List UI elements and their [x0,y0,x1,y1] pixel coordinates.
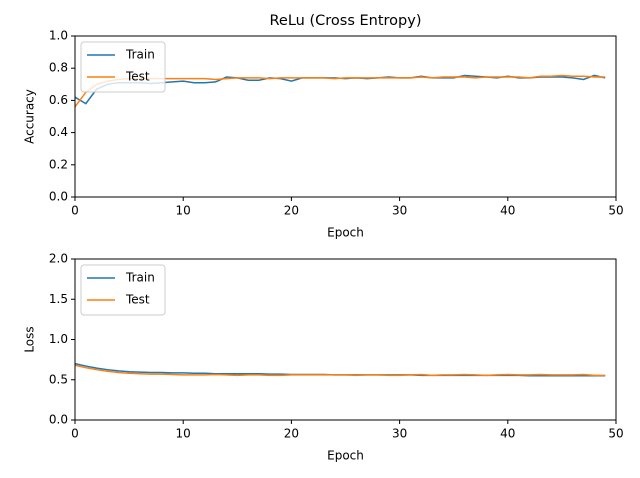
axes-frame [74,258,617,421]
x-axis-label: Epoch [327,449,364,463]
x-tick-label: 10 [176,204,191,218]
x-tick-label: 10 [176,427,191,441]
y-tick-label: 2.0 [49,252,68,266]
axes-frame [74,35,617,198]
series-line [74,364,606,377]
x-axis-label: Epoch [327,226,364,240]
y-tick-label: 0.4 [49,125,68,139]
y-tick-label: 0.0 [49,190,68,204]
y-axis-label: Accuracy [23,89,37,144]
y-tick-label: 1.0 [49,332,68,346]
x-tick-label: 40 [500,427,515,441]
x-tick-label: 0 [71,427,79,441]
x-tick-label: 20 [284,427,299,441]
y-tick-label: 0.5 [49,372,68,386]
legend-label: Test [125,70,150,84]
x-tick-label: 30 [392,204,407,218]
y-tick-label: 0.0 [49,413,68,427]
legend-label: Train [125,48,155,62]
x-tick-label: 30 [392,427,407,441]
x-tick-label: 20 [284,204,299,218]
y-tick-label: 0.6 [49,93,68,107]
y-axis-label: Loss [23,326,37,352]
chart-title: ReLu (Cross Entropy) [270,13,422,29]
legend-label: Test [125,293,150,307]
y-tick-label: 0.2 [49,157,68,171]
y-tick-label: 0.8 [49,61,68,75]
x-tick-label: 0 [71,204,79,218]
x-tick-label: 50 [608,204,623,218]
y-tick-label: 1.0 [49,29,68,43]
legend-label: Train [125,271,155,285]
x-tick-label: 50 [608,427,623,441]
y-tick-label: 1.5 [49,292,68,306]
x-tick-label: 40 [500,204,515,218]
